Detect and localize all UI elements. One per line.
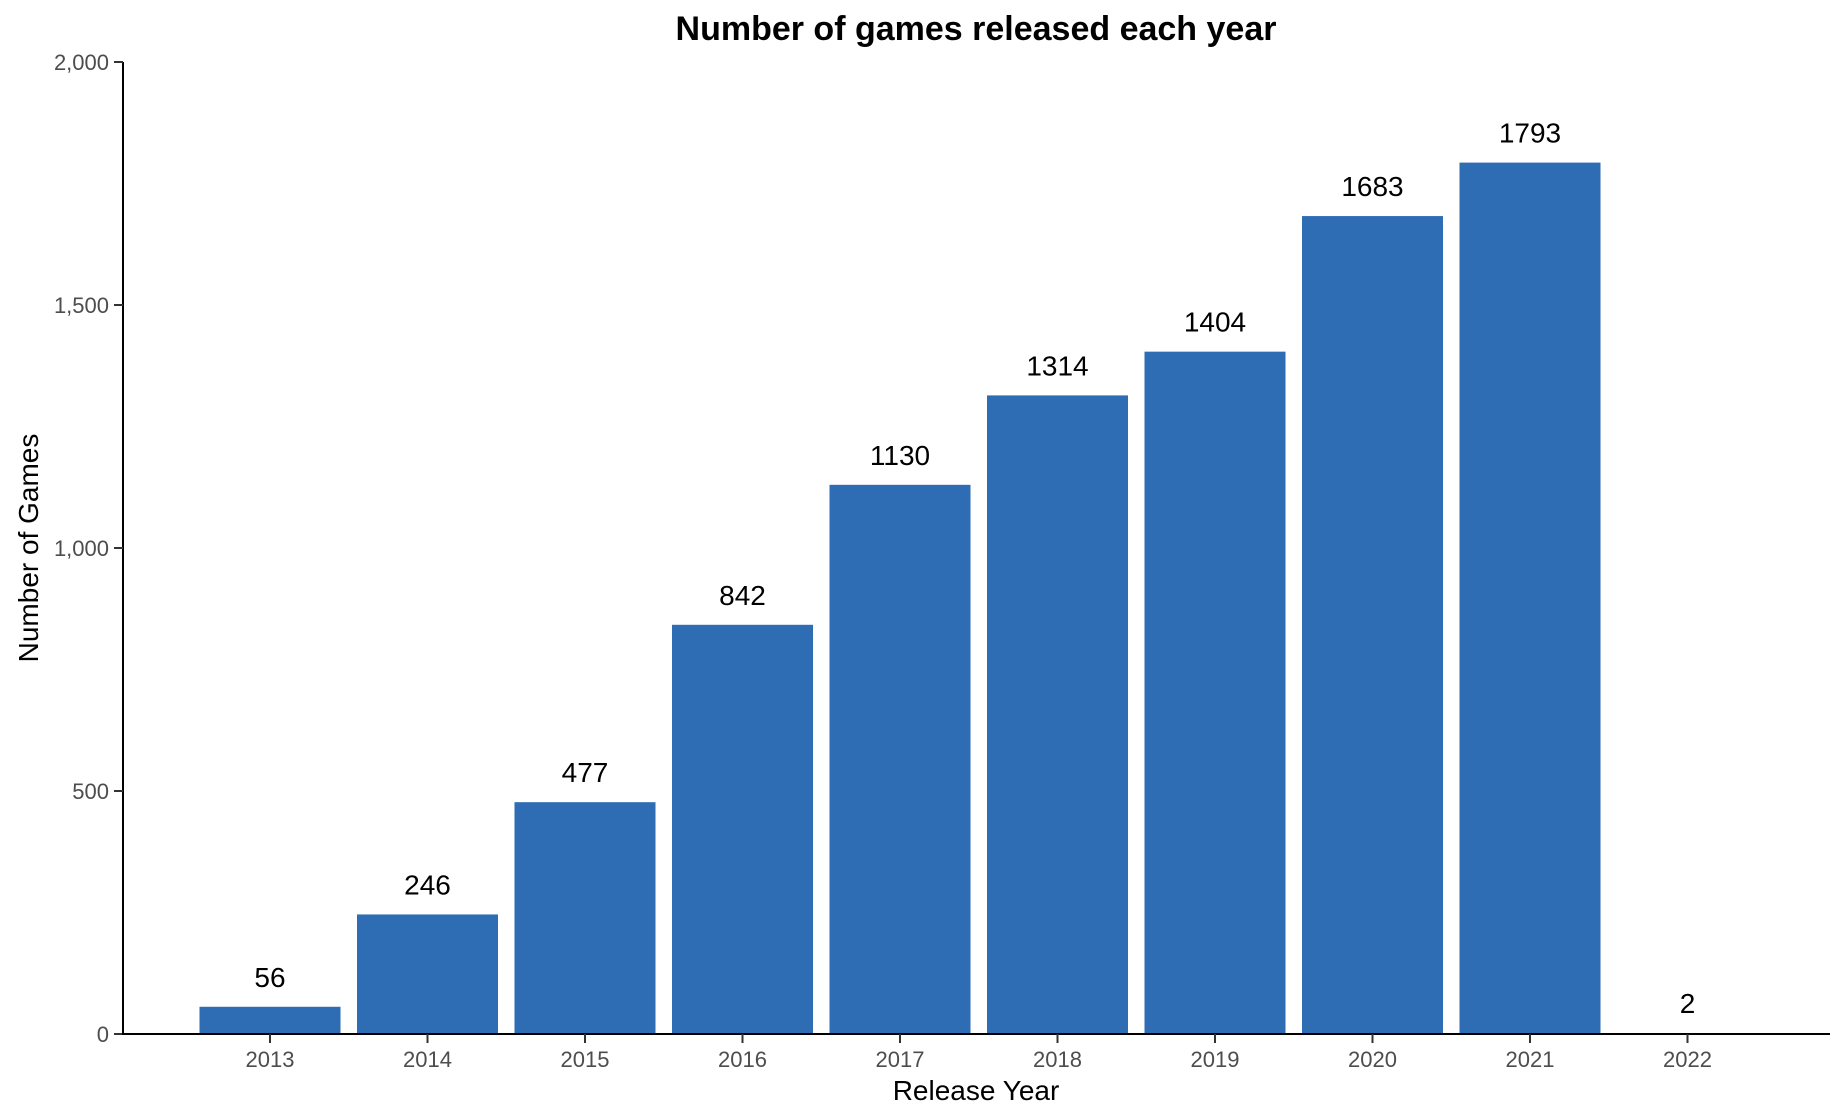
x-tick-label-2020: 2020 <box>1348 1047 1397 1072</box>
y-tick-label-1500: 1,500 <box>54 293 109 318</box>
x-tick-label-2014: 2014 <box>403 1047 452 1072</box>
bar-2016 <box>672 624 813 1034</box>
x-tick-label-2017: 2017 <box>876 1047 925 1072</box>
data-label-2020: 1683 <box>1341 171 1403 202</box>
bar-2020 <box>1302 216 1443 1034</box>
x-axis: 2013 2014 2015 2016 2017 2018 2019 2020 2021 2022 <box>122 1033 1830 1072</box>
x-tick-label-2016: 2016 <box>718 1047 767 1072</box>
x-tick-label-2021: 2021 <box>1506 1047 1555 1072</box>
x-tick-label-2013: 2013 <box>246 1047 295 1072</box>
y-tick-label-1000: 1,000 <box>54 536 109 561</box>
y-tick-label-0: 0 <box>97 1022 109 1047</box>
x-tick-label-2015: 2015 <box>561 1047 610 1072</box>
data-label-2018: 1314 <box>1026 350 1088 381</box>
y-tick-label-500: 500 <box>72 779 109 804</box>
bars-layer <box>199 162 1758 1035</box>
data-label-2022: 2 <box>1680 988 1696 1019</box>
bar-2018 <box>987 395 1128 1034</box>
bar-2014 <box>357 914 498 1034</box>
data-label-2019: 1404 <box>1184 307 1246 338</box>
data-label-2017: 1130 <box>870 440 930 471</box>
bar-2013 <box>199 1006 341 1034</box>
data-label-2015: 477 <box>562 757 609 788</box>
data-label-2013: 56 <box>254 962 285 993</box>
x-tick-label-2018: 2018 <box>1033 1047 1082 1072</box>
y-tick-label-2000: 2,000 <box>54 50 109 75</box>
y-axis-title: Number of Games <box>13 434 44 663</box>
data-label-2016: 842 <box>719 580 766 611</box>
data-label-2014: 246 <box>404 869 451 900</box>
bar-2021 <box>1459 162 1601 1035</box>
chart-title: Number of games released each year <box>676 10 1277 48</box>
bar-2015 <box>514 802 656 1034</box>
x-tick-label-2022: 2022 <box>1663 1047 1712 1072</box>
y-axis: 0 500 1,000 1,500 2,000 <box>54 50 124 1047</box>
data-label-2021: 1793 <box>1499 118 1561 149</box>
bar-2017 <box>829 484 971 1034</box>
bar-2019 <box>1144 351 1286 1034</box>
data-labels-layer: 56 246 477 842 1130 1314 1404 1683 1793 2 <box>254 118 1695 1019</box>
x-axis-title: Release Year <box>893 1075 1060 1106</box>
x-tick-label-2019: 2019 <box>1191 1047 1240 1072</box>
